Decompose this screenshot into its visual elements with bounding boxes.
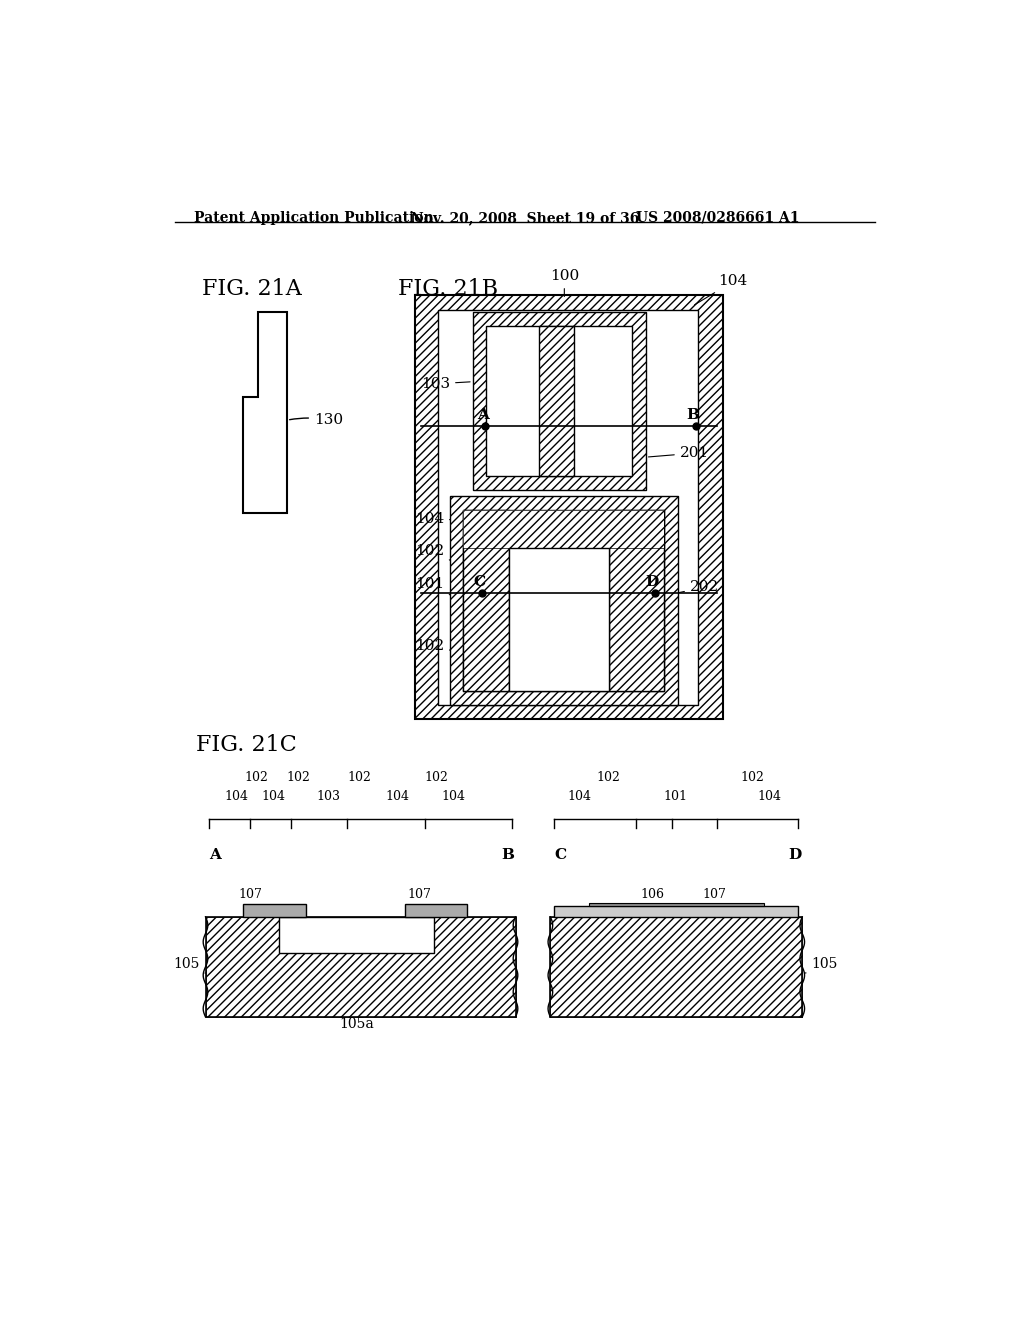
- Text: 202: 202: [667, 581, 719, 595]
- Bar: [415, 296, 723, 719]
- Text: 102: 102: [287, 771, 310, 784]
- Bar: [550, 917, 802, 1016]
- Bar: [243, 904, 306, 917]
- Bar: [450, 496, 678, 705]
- Bar: [589, 903, 764, 906]
- Text: Patent Application Publication: Patent Application Publication: [194, 211, 433, 224]
- Text: L2: L2: [552, 685, 566, 694]
- Text: 104: 104: [386, 789, 410, 803]
- Text: 101: 101: [664, 789, 688, 803]
- Text: 102: 102: [244, 771, 268, 784]
- Text: 104: 104: [441, 789, 466, 803]
- Text: 104: 104: [224, 789, 249, 803]
- Text: US 2008/0286661 A1: US 2008/0286661 A1: [636, 211, 799, 224]
- Bar: [473, 313, 646, 490]
- Text: 102: 102: [415, 544, 470, 569]
- Bar: [550, 917, 802, 1016]
- Bar: [608, 510, 665, 692]
- Bar: [463, 510, 509, 692]
- Text: 104: 104: [694, 275, 748, 305]
- Text: 105a: 105a: [339, 1018, 374, 1031]
- Bar: [463, 510, 665, 548]
- Bar: [206, 917, 515, 1016]
- Polygon shape: [243, 313, 287, 512]
- Text: 105: 105: [805, 957, 838, 973]
- Bar: [463, 510, 509, 692]
- Text: 102: 102: [597, 771, 621, 784]
- Text: 104: 104: [415, 512, 460, 525]
- Text: 102: 102: [740, 771, 764, 784]
- Bar: [206, 917, 515, 1016]
- Text: 104: 104: [758, 789, 781, 803]
- Bar: [554, 906, 799, 917]
- Text: C: C: [554, 849, 566, 862]
- Bar: [473, 313, 646, 490]
- Text: B: B: [502, 849, 514, 862]
- Text: 201: 201: [648, 446, 709, 461]
- Bar: [450, 496, 678, 705]
- Text: 104: 104: [568, 789, 592, 803]
- Text: 102: 102: [425, 771, 449, 784]
- Text: 103: 103: [421, 378, 470, 391]
- Text: 106: 106: [641, 887, 665, 900]
- Text: FIG. 21B: FIG. 21B: [397, 277, 498, 300]
- Bar: [415, 296, 723, 719]
- Bar: [486, 326, 632, 475]
- Text: FIG. 21C: FIG. 21C: [197, 734, 297, 756]
- Text: 107: 107: [239, 887, 262, 900]
- Bar: [539, 326, 573, 475]
- Bar: [406, 904, 467, 917]
- Text: 101: 101: [415, 577, 474, 607]
- Text: 102: 102: [415, 639, 470, 655]
- Bar: [539, 326, 573, 475]
- Text: A: A: [477, 408, 488, 421]
- Bar: [463, 510, 665, 692]
- Text: C: C: [474, 574, 485, 589]
- Bar: [463, 510, 665, 548]
- Text: Nov. 20, 2008  Sheet 19 of 36: Nov. 20, 2008 Sheet 19 of 36: [411, 211, 639, 224]
- Text: L1: L1: [507, 321, 521, 331]
- Bar: [608, 510, 665, 692]
- Bar: [438, 310, 697, 705]
- Bar: [280, 917, 434, 953]
- Text: D: D: [646, 574, 659, 589]
- Text: D: D: [788, 849, 802, 862]
- Text: 104: 104: [262, 789, 286, 803]
- Text: 100: 100: [550, 269, 579, 297]
- Text: 107: 107: [702, 887, 727, 900]
- Text: A: A: [209, 849, 221, 862]
- Text: 130: 130: [290, 413, 343, 428]
- Text: B: B: [686, 408, 699, 421]
- Text: 107: 107: [408, 887, 431, 900]
- Text: FIG. 21A: FIG. 21A: [202, 277, 301, 300]
- Text: 102: 102: [347, 771, 371, 784]
- Text: 103: 103: [316, 789, 340, 803]
- Bar: [509, 548, 608, 692]
- Text: 105: 105: [173, 957, 206, 973]
